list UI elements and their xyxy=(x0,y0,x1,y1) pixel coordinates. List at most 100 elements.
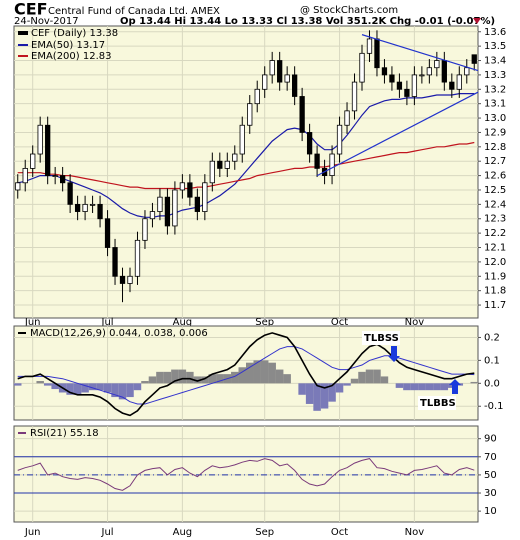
candle-body xyxy=(441,60,447,83)
histogram-bar xyxy=(246,362,254,384)
panel-label: RSI(21) 55.18 xyxy=(30,428,99,439)
y-tick-label: 12.0 xyxy=(484,257,506,268)
candle-body xyxy=(359,52,365,83)
candle-body xyxy=(456,74,462,90)
plot-area xyxy=(13,425,479,523)
candle-body xyxy=(254,88,260,105)
y-tick-label: 0.0 xyxy=(484,378,500,389)
histogram-bar xyxy=(126,383,134,398)
histogram-bar xyxy=(156,371,164,384)
candle-body xyxy=(104,218,111,248)
y-tick-label: 13.5 xyxy=(484,41,506,52)
y-tick-label: 12.1 xyxy=(484,243,506,254)
macd-line xyxy=(17,332,475,417)
ema-line xyxy=(17,93,475,218)
x-tick-label: Jun xyxy=(24,527,41,538)
histogram-bar xyxy=(118,383,127,400)
candle-body xyxy=(381,67,388,76)
histogram-bar xyxy=(380,376,389,384)
candle-body xyxy=(232,153,238,162)
y-tick-label: 11.8 xyxy=(484,286,506,297)
candle-body xyxy=(277,60,283,83)
candle-body xyxy=(419,74,425,77)
x-tick-label: Oct xyxy=(331,527,348,538)
y-tick-label: 13.3 xyxy=(484,70,506,81)
x-tick-label: Sep xyxy=(255,317,274,328)
candle-body xyxy=(291,74,298,97)
y-tick-label: 12.9 xyxy=(484,127,506,138)
candle-body xyxy=(89,203,96,206)
histogram-bar xyxy=(425,383,434,391)
histogram-bar xyxy=(320,383,329,409)
y-tick-label: 0.2 xyxy=(484,332,500,343)
histogram-bar xyxy=(51,383,59,390)
candle-body xyxy=(471,54,477,64)
histogram-bar xyxy=(470,381,478,384)
y-tick-label: 13.4 xyxy=(484,56,506,67)
histogram-bar xyxy=(343,383,351,386)
candle-body xyxy=(157,196,163,212)
candle-body xyxy=(449,81,455,90)
candle-body xyxy=(15,182,21,191)
annotation-box xyxy=(362,331,400,345)
y-tick-label: 12.5 xyxy=(484,185,506,196)
histogram-bar xyxy=(350,378,359,384)
candle-body xyxy=(217,160,223,169)
histogram-bar xyxy=(88,383,97,391)
x-tick-label: Aug xyxy=(173,527,193,538)
candle-body xyxy=(464,67,470,76)
legend-label: EMA(50) 13.17 xyxy=(31,40,105,51)
candle-body xyxy=(142,218,148,241)
candle-body xyxy=(396,81,403,90)
histogram-bar xyxy=(418,383,426,391)
x-tick-label: Nov xyxy=(405,527,425,538)
down-triangle xyxy=(473,18,481,24)
y-tick-label: -0.1 xyxy=(484,401,504,412)
y-tick-label: 12.7 xyxy=(484,156,506,167)
x-tick-label: Nov xyxy=(405,317,425,328)
panel-label: MACD(12,26,9) 0.044, 0.038, 0.006 xyxy=(30,328,208,339)
histogram-bar xyxy=(403,383,411,391)
histogram-bar xyxy=(328,383,336,402)
y-tick-label: 90 xyxy=(484,434,497,445)
annotation-box xyxy=(418,396,456,410)
candle-body xyxy=(37,124,43,155)
histogram-bar xyxy=(133,383,142,391)
candle-body xyxy=(284,74,290,83)
histogram-bar xyxy=(395,383,404,388)
histogram-bar xyxy=(410,383,419,391)
y-tick-label: 13.2 xyxy=(484,84,506,95)
histogram-bar xyxy=(305,383,314,404)
y-tick-label: 12.4 xyxy=(484,199,506,210)
candle-body xyxy=(269,60,275,76)
chart-subtitle: Central Fund of Canada Ltd. AMEX xyxy=(48,6,220,17)
histogram-bar xyxy=(36,381,44,384)
annotation-arrow xyxy=(388,346,400,362)
ema-line xyxy=(17,141,475,190)
histogram-bar xyxy=(298,383,306,395)
histogram-bar xyxy=(178,369,187,384)
candle-body xyxy=(262,74,268,90)
y-tick-label: 50 xyxy=(484,470,497,481)
candle-body xyxy=(187,182,193,198)
histogram-bar xyxy=(216,374,224,384)
y-tick-label: 13.1 xyxy=(484,99,506,110)
quote: Op 13.44 Hi 13.44 Lo 13.33 Cl 13.38 Vol … xyxy=(120,16,495,27)
histogram-bar xyxy=(208,374,217,384)
candle-body xyxy=(179,182,186,191)
candle-body xyxy=(112,247,118,277)
histogram-bar xyxy=(163,371,172,384)
x-tick-label: Aug xyxy=(173,317,193,328)
candle-body xyxy=(366,38,373,54)
chart-title: CEF xyxy=(14,0,48,19)
x-tick-label: Jun xyxy=(24,317,41,328)
candle-body xyxy=(60,175,66,184)
y-tick-label: 12.3 xyxy=(484,214,506,225)
candle-body xyxy=(239,124,245,155)
histogram-bar xyxy=(433,383,441,391)
candle-body xyxy=(374,38,380,69)
candle-body xyxy=(22,168,28,184)
candle-body xyxy=(149,211,156,220)
histogram-bar xyxy=(186,371,194,384)
candle-body xyxy=(329,153,335,176)
